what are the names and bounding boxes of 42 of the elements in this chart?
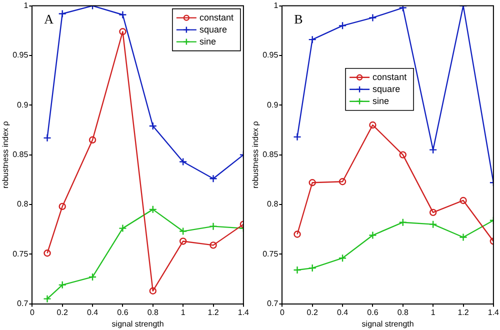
x-tick-label: 1.2 [458, 308, 470, 317]
legend-label: sine [199, 36, 216, 46]
x-tick-label: 0 [30, 308, 35, 317]
x-tick-label: 1.4 [238, 308, 250, 317]
annotation: B [294, 12, 304, 27]
y-tick-label: 0.7 [17, 299, 29, 308]
x-tick-label: 0.2 [306, 308, 318, 317]
y-tick-label: 0.7 [267, 299, 279, 308]
x-tick-label: 1.4 [488, 308, 500, 317]
y-tick-label: 0.95 [12, 50, 29, 60]
y-axis-title: robustness index ρ [251, 120, 260, 188]
y-tick-label: 0.9 [17, 100, 29, 110]
y-tick-label: 0.8 [17, 200, 29, 209]
legend-label: constant [199, 12, 234, 22]
y-tick-label: 1 [24, 1, 29, 10]
x-tick-label: 0.8 [147, 308, 160, 317]
legend-label: sine [372, 96, 390, 106]
legend-label: square [372, 84, 400, 94]
y-tick-label: 0.85 [12, 150, 29, 160]
legend-label: square [199, 24, 227, 34]
y-tick-label: 0.9 [267, 100, 279, 110]
x-tick-label: 0.4 [86, 308, 99, 317]
y-tick-label: 0.75 [262, 249, 279, 258]
x-tick-label: 0.8 [397, 308, 410, 317]
y-tick-label: 0.8 [267, 200, 279, 209]
x-tick-label: 1 [180, 308, 186, 317]
x-tick-label: 0 [280, 308, 285, 317]
x-tick-label: 1 [430, 308, 436, 317]
y-tick-label: 0.85 [262, 150, 279, 160]
x-tick-label: 0.4 [336, 308, 349, 317]
x-tick-label: 1.2 [208, 308, 220, 317]
x-tick-label: 0.6 [367, 308, 379, 317]
annotation: A [44, 12, 54, 27]
x-axis-title: signal strength [112, 319, 164, 328]
x-tick-label: 0.6 [117, 308, 129, 317]
y-tick-label: 1 [274, 1, 279, 10]
x-axis-title: signal strength [362, 319, 414, 328]
x-tick-label: 0.2 [56, 308, 68, 317]
y-tick-label: 0.95 [262, 50, 279, 60]
legend-label: constant [372, 72, 408, 82]
y-axis-title: robustness index ρ [1, 120, 10, 188]
y-tick-label: 0.75 [12, 249, 29, 258]
